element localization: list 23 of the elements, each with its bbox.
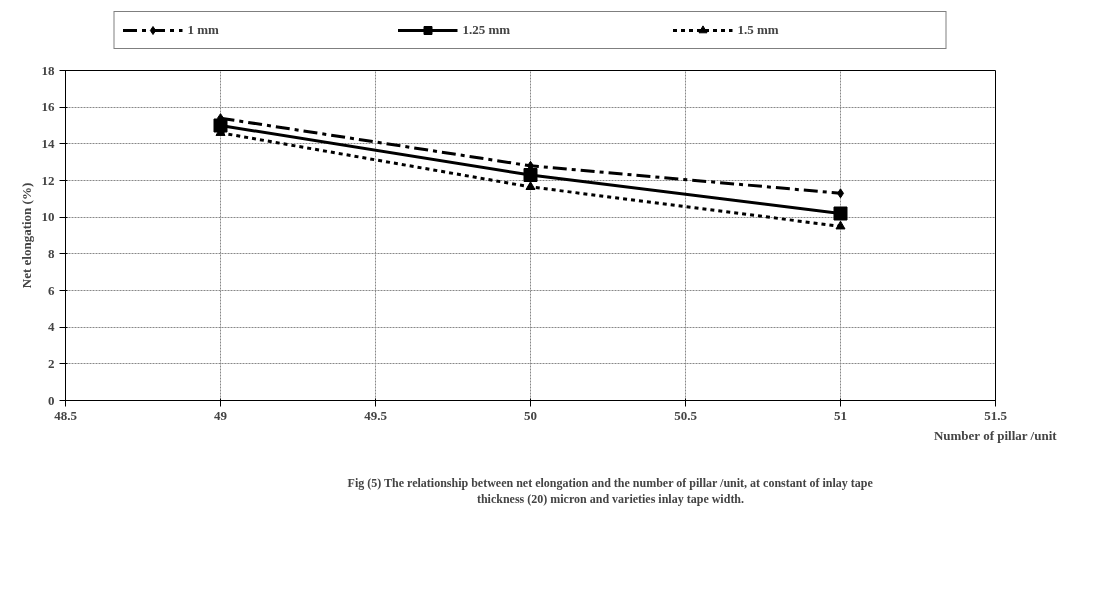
text: Fig (5) The relationship between net elongation and the number of pillar /unit, at constant of inlay tape thickness (20) micron and varieties inlay tape width. bbox=[347, 475, 874, 507]
y-tick-label: 6 bbox=[48, 282, 55, 298]
x-tick-label: 49 bbox=[214, 407, 228, 423]
x-tick-label: 48.5 bbox=[54, 407, 78, 423]
y-tick-label: 0 bbox=[48, 392, 55, 408]
y-tick-label: 4 bbox=[48, 319, 55, 335]
legend-label: 1.25 mm bbox=[462, 22, 512, 38]
y-tick-label: 2 bbox=[48, 355, 55, 371]
legend-label: 1 mm bbox=[187, 22, 220, 38]
y-tick-label: 8 bbox=[48, 245, 55, 261]
x-tick-label: 51.5 bbox=[984, 407, 1008, 423]
legend-label: 1.5 mm bbox=[737, 22, 780, 38]
y-tick-label: 12 bbox=[41, 172, 55, 188]
y-tick-label: 16 bbox=[41, 99, 55, 115]
y-tick-label: 18 bbox=[41, 62, 55, 78]
x-tick-label: 49.5 bbox=[364, 407, 388, 423]
x-tick-label: 50.5 bbox=[674, 407, 698, 423]
y-axis-title: Net elongation (%) bbox=[18, 182, 34, 289]
x-tick-label: 51 bbox=[834, 407, 847, 423]
y-tick-label: 14 bbox=[41, 135, 55, 151]
y-tick-label: 10 bbox=[41, 209, 55, 225]
x-axis-title: Number of pillar /unit bbox=[933, 427, 1058, 443]
x-tick-label: 50 bbox=[524, 407, 537, 423]
